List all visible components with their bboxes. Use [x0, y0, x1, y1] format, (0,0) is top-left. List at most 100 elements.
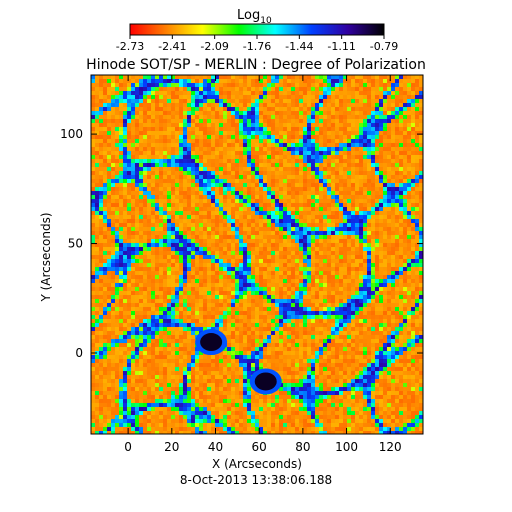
heatmap-cell	[347, 275, 351, 279]
heatmap-cell	[251, 211, 255, 215]
heatmap-cell	[367, 139, 371, 143]
heatmap-cell	[251, 163, 255, 167]
heatmap-cell	[167, 235, 171, 239]
heatmap-cell	[411, 291, 415, 295]
heatmap-cell	[327, 111, 331, 115]
heatmap-cell	[135, 251, 139, 255]
heatmap-cell	[103, 135, 107, 139]
heatmap-cell	[223, 123, 227, 127]
heatmap-cell	[327, 95, 331, 99]
heatmap-cell	[407, 99, 411, 103]
heatmap-cell	[311, 195, 315, 199]
heatmap-cell	[339, 87, 343, 91]
heatmap-cell	[243, 135, 247, 139]
heatmap-cell	[267, 235, 271, 239]
heatmap-cell	[247, 295, 251, 299]
heatmap-cell	[359, 179, 363, 183]
heatmap-cell	[191, 255, 195, 259]
heatmap-cell	[359, 215, 363, 219]
heatmap-cell	[99, 303, 103, 307]
heatmap-cell	[211, 251, 215, 255]
heatmap-cell	[207, 99, 211, 103]
heatmap-cell	[247, 179, 251, 183]
heatmap-cell	[335, 303, 339, 307]
heatmap-cell	[303, 79, 307, 83]
heatmap-cell	[287, 263, 291, 267]
heatmap-cell	[303, 215, 307, 219]
heatmap-cell	[163, 151, 167, 155]
heatmap-cell	[371, 123, 375, 127]
heatmap-cell	[375, 191, 379, 195]
heatmap-cell	[191, 191, 195, 195]
heatmap-cell	[311, 191, 315, 195]
heatmap-cell	[235, 123, 239, 127]
heatmap-cell	[251, 311, 255, 315]
heatmap-cell	[299, 311, 303, 315]
heatmap-cell	[379, 143, 383, 147]
heatmap-cell	[315, 247, 319, 251]
heatmap-cell	[151, 219, 155, 223]
heatmap-cell	[351, 199, 355, 203]
heatmap-cell	[331, 251, 335, 255]
heatmap-cell	[347, 235, 351, 239]
heatmap-cell	[379, 279, 383, 283]
heatmap-cell	[331, 139, 335, 143]
heatmap-cell	[183, 75, 187, 79]
heatmap-cell	[415, 175, 419, 179]
heatmap-cell	[415, 163, 419, 167]
heatmap-cell	[179, 199, 183, 203]
heatmap-cell	[151, 223, 155, 227]
heatmap-cell	[203, 103, 207, 107]
heatmap-cell	[263, 183, 267, 187]
heatmap-cell	[119, 87, 123, 91]
heatmap-cell	[267, 103, 271, 107]
heatmap-cell	[103, 191, 107, 195]
heatmap-cell	[219, 223, 223, 227]
heatmap-cell	[411, 251, 415, 255]
heatmap-cell	[151, 95, 155, 99]
heatmap-cell	[147, 111, 151, 115]
heatmap-cell	[119, 79, 123, 83]
heatmap-cell	[339, 211, 343, 215]
heatmap-cell	[279, 311, 283, 315]
heatmap-cell	[183, 187, 187, 191]
heatmap-cell	[107, 287, 111, 291]
heatmap-cell	[407, 167, 411, 171]
heatmap-cell	[131, 191, 135, 195]
heatmap-cell	[339, 303, 343, 307]
heatmap-cell	[103, 271, 107, 275]
heatmap-cell	[283, 131, 287, 135]
heatmap-cell	[363, 139, 367, 143]
heatmap-cell	[215, 135, 219, 139]
heatmap-cell	[351, 151, 355, 155]
heatmap-cell	[387, 247, 391, 251]
heatmap-cell	[243, 279, 247, 283]
heatmap-cell	[311, 131, 315, 135]
heatmap-cell	[107, 247, 111, 251]
heatmap-cell	[231, 203, 235, 207]
heatmap-cell	[143, 83, 147, 87]
heatmap-cell	[367, 247, 371, 251]
heatmap-cell	[403, 267, 407, 271]
heatmap-cell	[387, 115, 391, 119]
heatmap-cell	[123, 131, 127, 135]
heatmap-cell	[219, 171, 223, 175]
heatmap-cell	[391, 95, 395, 99]
heatmap-cell	[179, 79, 183, 83]
heatmap-cell	[111, 227, 115, 231]
heatmap-cell	[127, 171, 131, 175]
heatmap-cell	[119, 235, 123, 239]
heatmap-cell	[379, 231, 383, 235]
heatmap-cell	[403, 95, 407, 99]
heatmap-cell	[131, 227, 135, 231]
heatmap-cell	[259, 283, 263, 287]
heatmap-cell	[191, 303, 195, 307]
heatmap-cell	[191, 115, 195, 119]
heatmap-cell	[175, 147, 179, 151]
heatmap-cell	[355, 75, 359, 79]
heatmap-cell	[299, 159, 303, 163]
heatmap-cell	[187, 107, 191, 111]
heatmap-cell	[175, 239, 179, 243]
heatmap-cell	[379, 155, 383, 159]
heatmap-cell	[319, 83, 323, 87]
